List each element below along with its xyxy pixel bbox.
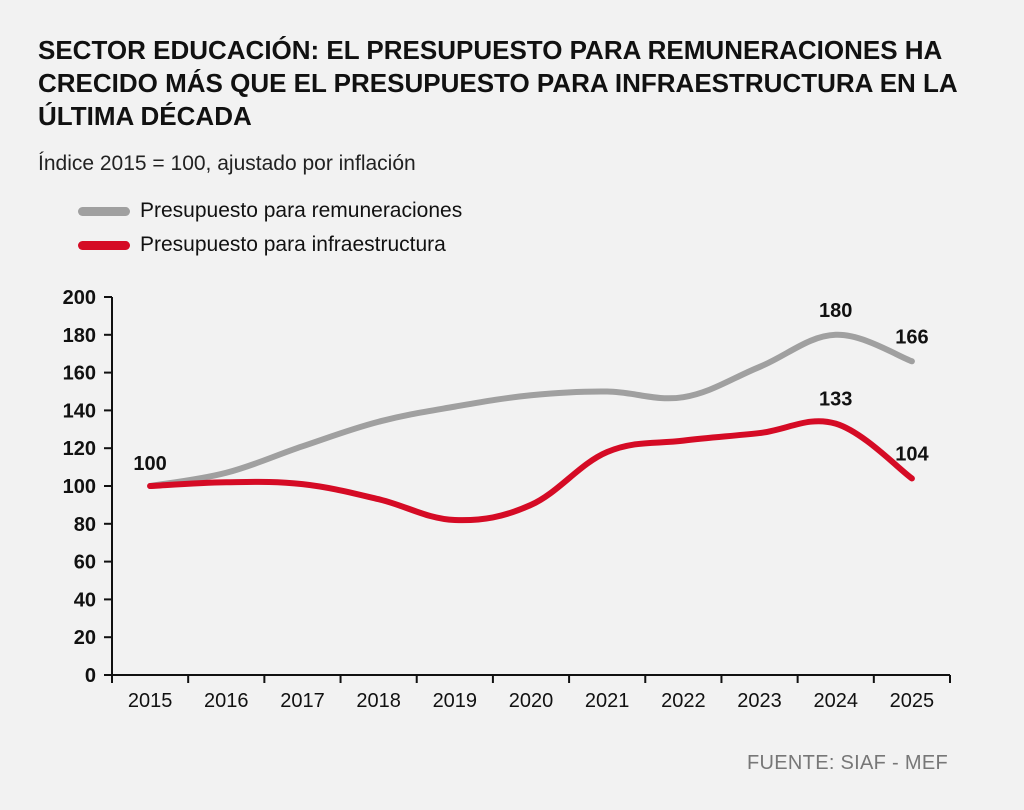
x-tick-label: 2017 [280,690,325,712]
legend-item-infraestructura: Presupuesto para infraestructura [78,228,462,262]
x-tick-label: 2025 [890,690,935,712]
y-tick-label: 40 [74,589,96,611]
x-tick-label: 2019 [433,690,478,712]
x-tick-label: 2023 [737,690,782,712]
legend-item-remuneraciones: Presupuesto para remuneraciones [78,194,462,228]
y-tick-label: 100 [63,476,96,498]
y-tick-label: 20 [74,627,96,649]
legend-label-infraestructura: Presupuesto para infraestructura [140,233,446,256]
legend: Presupuesto para remuneraciones Presupue… [78,194,462,262]
source-note: FUENTE: SIAF - MEF [747,752,948,774]
chart-title: SECTOR EDUCACIÓN: EL PRESUPUESTO PARA RE… [38,35,957,131]
x-tick-label: 2018 [356,690,401,712]
data-label: 166 [895,326,928,348]
x-tick-label: 2021 [585,690,630,712]
data-label: 100 [133,453,166,475]
y-tick-label: 200 [63,287,96,309]
y-tick-label: 60 [74,552,96,574]
data-label: 180 [819,300,852,322]
y-tick-label: 120 [63,438,96,460]
y-tick-label: 140 [63,400,96,422]
x-tick-label: 2024 [813,690,858,712]
legend-label-remuneraciones: Presupuesto para remuneraciones [140,199,463,222]
legend-swatch-infraestructura [78,240,130,250]
legend-swatch-remuneraciones [78,206,130,216]
line-infraestructura [147,418,915,524]
chart-subtitle: Índice 2015 = 100, ajustado por inflació… [38,152,416,175]
x-tick-label: 2016 [204,690,249,712]
y-tick-label: 180 [63,325,96,347]
data-label: 133 [819,389,852,411]
y-tick-label: 0 [85,665,96,687]
x-tick-label: 2020 [509,690,554,712]
data-label: 104 [895,443,929,465]
x-tick-label: 2015 [128,690,173,712]
y-tick-label: 80 [74,514,96,536]
line-remuneraciones [147,331,915,489]
y-tick-label: 160 [63,363,96,385]
x-tick-label: 2022 [661,690,706,712]
